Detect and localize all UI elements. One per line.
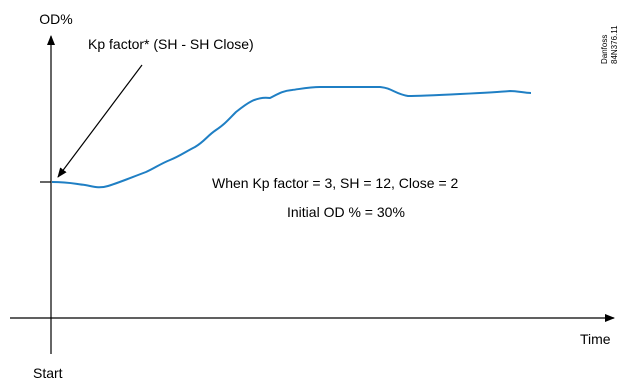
kp-factor-arrow bbox=[57, 64, 143, 178]
condition-text: When Kp factor = 3, SH = 12, Close = 2 bbox=[212, 175, 459, 191]
kp-factor-label: Kp factor* (SH - SH Close) bbox=[88, 36, 254, 52]
od-series-line bbox=[51, 86, 532, 189]
x-axis-label: Time bbox=[580, 331, 611, 347]
watermark-code: 84N376.11 bbox=[610, 25, 619, 64]
y-axis-label: OD% bbox=[39, 11, 72, 27]
x-origin-label: Start bbox=[33, 365, 63, 380]
watermark-brand: Danfoss bbox=[600, 35, 609, 64]
initial-od-text: Initial OD % = 30% bbox=[287, 204, 405, 220]
